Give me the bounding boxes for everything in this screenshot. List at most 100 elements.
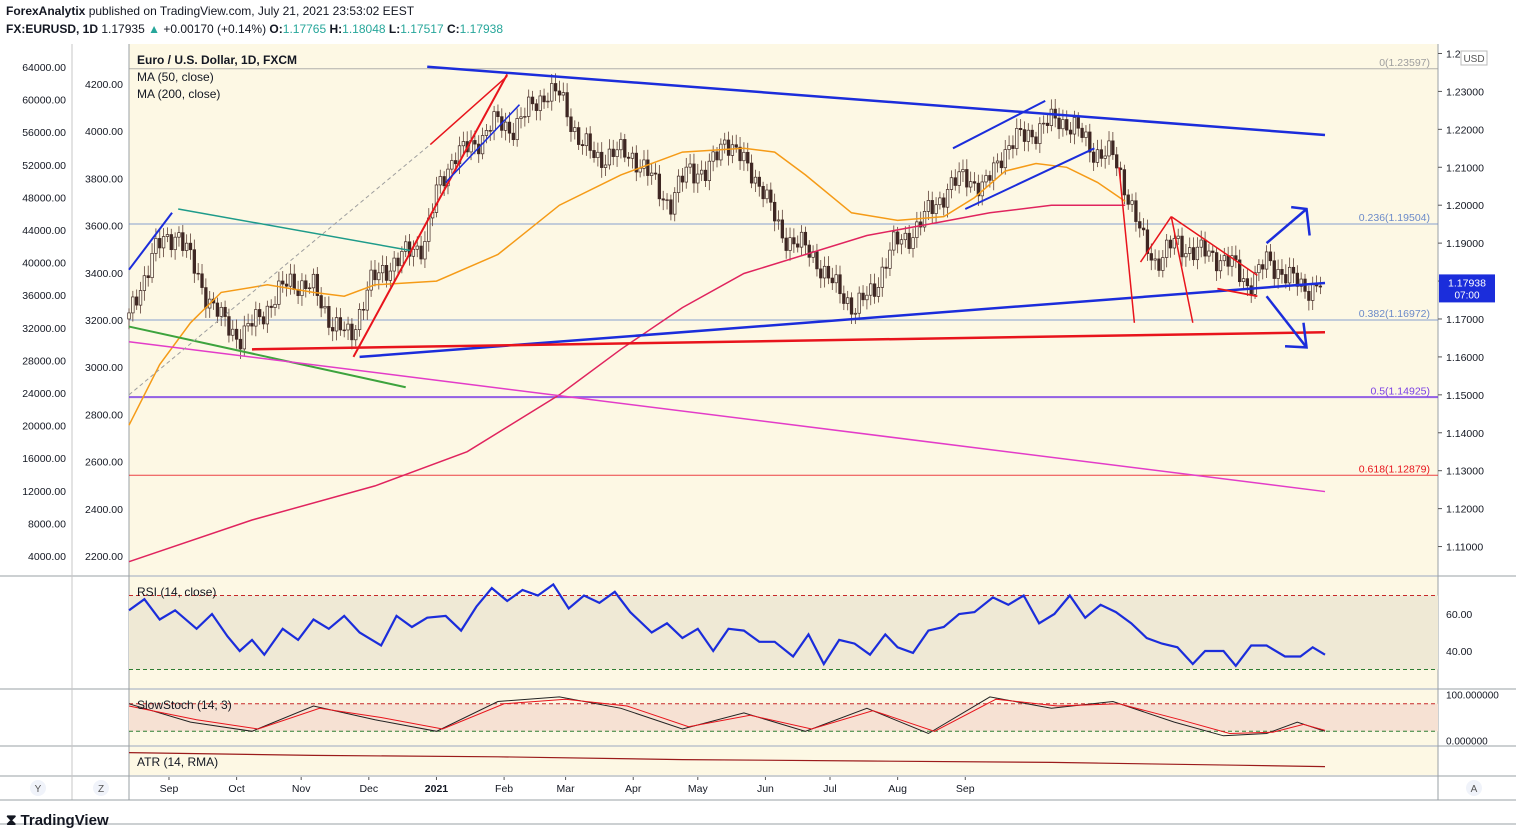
candle-body [857,292,861,314]
candle-body [1176,235,1180,239]
candle-body [527,96,531,117]
currency-label: USD [1463,54,1484,65]
candle-body [1115,154,1119,169]
candle-body [988,175,992,181]
candle-body [588,133,592,151]
support-line-red [251,331,1326,351]
scale-button-y[interactable]: Y [30,780,46,796]
candle-body [219,306,223,317]
candle-body [899,239,904,245]
open-label: O: [269,22,283,36]
candle-body [773,201,777,222]
candle-body [396,257,400,267]
candle-body [603,164,608,168]
candle-body [872,283,877,297]
candle-body [227,316,231,336]
candle-body [680,175,685,183]
fib-level-label: 0(1.23597) [1379,57,1430,69]
inner-left-axis-label: 2400.00 [85,504,123,516]
candle-body [1107,140,1111,157]
candle-body [895,231,900,245]
candle-body [553,83,558,92]
candle-body [1122,169,1127,196]
stoch-d-line [128,698,1326,735]
scale-button-z[interactable]: Z [93,780,109,796]
candle-body [1295,272,1299,287]
legend-ma50: MA (50, close) [137,70,214,84]
scale-button-a[interactable]: A [1466,780,1482,796]
candle-body [803,231,808,246]
outer-left-axis-label: 16000.00 [22,453,66,465]
candle-body [819,268,823,279]
candle-body [488,130,492,132]
candle-body [723,139,727,145]
candle-body [1099,149,1103,159]
candle-body [1318,285,1323,288]
candle-body [846,297,850,304]
candle-body [1042,122,1046,125]
legend-ma200: MA (200, close) [137,87,220,101]
candle-body [623,139,627,158]
candle-body [696,173,700,184]
candle-body [1095,149,1100,163]
candle-body [523,116,527,118]
candle-body [730,144,735,156]
candle-body [792,237,796,245]
candle-body [1218,260,1223,272]
candle-body [769,189,773,203]
magenta-trendline [128,340,1326,493]
candle-body [961,169,965,173]
candle-body [807,244,811,258]
candle-body [388,270,392,281]
candle-body [1038,123,1042,144]
candle-body [1030,129,1034,138]
candle-body [1230,255,1234,267]
candle-body [300,280,304,296]
stoch-k-line [128,696,1326,737]
right-axis-label: 1.19000 [1446,238,1484,250]
fib-level-label: 0.236(1.19504) [1359,212,1430,224]
last-price-value: 1.17938 [1448,277,1486,289]
candle-body [573,127,577,132]
outer-left-axis-label: 60000.00 [22,95,66,107]
candle-body [254,309,258,327]
right-axis-label: 1.12000 [1446,504,1484,516]
high-value: 1.18048 [342,22,386,36]
candle-body [323,306,327,309]
candle-body [965,169,969,188]
candle-body [530,96,535,105]
candle-body [273,303,277,308]
candle-body [853,312,858,315]
candle-body [969,181,973,188]
candle-body [392,257,396,272]
inner-left-axis-label: 3000.00 [85,362,123,374]
candle-body [726,139,731,156]
candle-body [676,175,681,193]
time-axis-label: Apr [625,783,642,795]
candle-body [619,139,623,151]
open-value: 1.17765 [282,22,327,36]
outer-left-axis-label: 44000.00 [22,225,66,237]
candle-body [796,243,800,248]
candle-body [1065,119,1069,131]
blue-flag-bottom [445,104,521,183]
teal-trendline [178,208,412,252]
time-axis-label: 2021 [425,783,449,795]
inner-left-axis-label: 2600.00 [85,457,123,469]
candle-body [373,269,377,281]
outer-left-axis-label: 40000.00 [22,258,66,270]
candle-body [565,92,569,118]
candle-body [911,237,915,249]
candle-body [746,151,750,164]
candle-body [719,143,723,161]
candle-body [1007,145,1011,150]
candle-body [1268,251,1273,262]
candle-body [265,305,270,325]
candle-body [938,197,942,206]
candle-body [346,323,350,331]
candle-body [615,149,619,157]
outer-left-axis-label: 12000.00 [22,486,66,498]
inner-left-axis-label: 3200.00 [85,315,123,327]
candle-body [561,92,565,96]
